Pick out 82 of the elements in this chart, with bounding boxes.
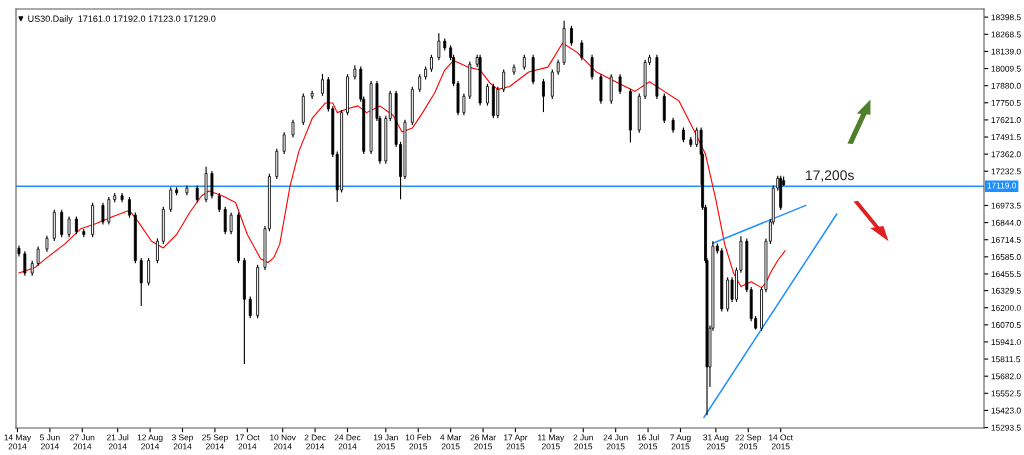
x-tick-label: 7 Aug 2015: [670, 434, 691, 450]
y-tick-label: 16714.5: [991, 236, 1021, 243]
y-tick-label: 16973.5: [991, 202, 1021, 209]
x-tick-label: 11 May 2015: [538, 434, 565, 450]
candlestick: [229, 211, 233, 235]
y-tick-label: 16585.0: [991, 254, 1021, 260]
ref-line-label: 17119.0: [987, 182, 1017, 189]
y-tick-label: 18139.0: [991, 48, 1021, 55]
y-tick-label: 15552.5: [991, 390, 1021, 397]
candlestick: [155, 238, 159, 264]
x-tick-label: 16 Jul 2015: [637, 434, 659, 450]
annotation: 17,200s: [805, 170, 854, 182]
x-tick-label: 27 Jun 2014: [70, 434, 95, 450]
y-tick-label: 16200.0: [991, 304, 1021, 311]
candlestick: [169, 186, 173, 213]
x-tick-label: 19 Jan 2015: [373, 434, 398, 450]
candlestick: [282, 131, 286, 155]
candlestick: [210, 170, 214, 199]
y-tick-label: 17232.5: [991, 168, 1021, 175]
y-tick-label: 16844.0: [991, 219, 1021, 226]
candlestick: [128, 196, 131, 219]
candlestick: [101, 202, 105, 226]
candlestick: [147, 257, 151, 287]
candlestick: [502, 68, 506, 93]
y-tick-label: 18268.5: [991, 31, 1021, 38]
x-tick-label: 10 Feb 2015: [405, 434, 431, 450]
x-tick-label: 14 May 2014: [4, 434, 32, 450]
candlestick: [237, 211, 240, 264]
x-tick-label: 24 Dec 2014: [334, 434, 361, 450]
candlestick: [223, 206, 227, 235]
y-tick-label: 17491.5: [991, 134, 1021, 141]
x-tick-label: 5 Jun 2014: [40, 434, 60, 450]
candlestick: [248, 296, 252, 319]
candlestick: [321, 73, 324, 97]
y-tick-label: 15682.0: [991, 373, 1021, 380]
line-series: [18, 42, 786, 289]
y-tick-label: 16455.5: [991, 271, 1021, 278]
x-tick-label: 22 Sep 2015: [735, 434, 762, 450]
x-tick-label: 21 Jul 2014: [106, 434, 129, 450]
x-tick-label: 17 Apr 2015: [504, 434, 528, 450]
candlestick: [580, 39, 584, 61]
x-tick-label: 14 Oct 2015: [769, 434, 793, 450]
candlestick: [570, 25, 573, 47]
candlestick: [486, 83, 489, 107]
text: US30.Daily 17161.0 17192.0 17123.0 17129.0: [28, 15, 216, 24]
candlestick: [346, 73, 349, 116]
candlestick: [590, 54, 594, 81]
candlestick: [430, 54, 433, 73]
y-tick-label: 15941.0: [991, 339, 1021, 346]
y-tick-label: 15423.0: [991, 407, 1021, 414]
y-tick-label: 18398.5: [991, 14, 1021, 21]
candlestick: [618, 73, 622, 95]
candlestick: [67, 215, 71, 238]
y-tick-label: 15293.5: [991, 424, 1021, 431]
candlestick: [60, 209, 64, 238]
x-tick-label: 31 Aug 2015: [703, 434, 729, 450]
candlestick: [107, 196, 111, 226]
candlestick: [139, 257, 143, 307]
x-tick-label: 17 Oct 2014: [235, 434, 260, 450]
y-tick-label: 16070.5: [991, 322, 1021, 328]
candlestick: [462, 93, 466, 116]
candlestick: [542, 78, 545, 113]
x-tick-label: 2 Jun 2015: [573, 434, 593, 450]
x-tick-label: 26 Mar 2015: [470, 434, 496, 450]
y-tick-label: 15811.5: [991, 356, 1021, 363]
candlestick: [36, 245, 40, 267]
y-tick-label: 17880.0: [991, 82, 1021, 89]
x-tick-label: 3 Sep 2014: [171, 434, 194, 450]
candlestick: [217, 192, 221, 213]
candlestick: [23, 250, 27, 277]
y-tick-label: 17362.0: [991, 151, 1021, 158]
x-tick-label: 2 Dec 2014: [304, 434, 326, 450]
y-tick-label: 16329.5: [991, 287, 1021, 294]
y-tick-label: 18009.5: [991, 65, 1021, 72]
x-tick-label: 4 Mar 2015: [440, 434, 462, 450]
x-tick-label: 12 Aug 2014: [137, 434, 163, 450]
x-tick-label: 24 Jun 2015: [603, 434, 628, 450]
x-tick-label: 10 Nov 2014: [270, 434, 296, 450]
x-tick-label: 25 Sep 2014: [202, 434, 228, 450]
y-tick-label: 17750.5: [991, 99, 1021, 106]
y-tick-label: 17621.0: [991, 117, 1021, 123]
candlestick: [437, 32, 441, 61]
